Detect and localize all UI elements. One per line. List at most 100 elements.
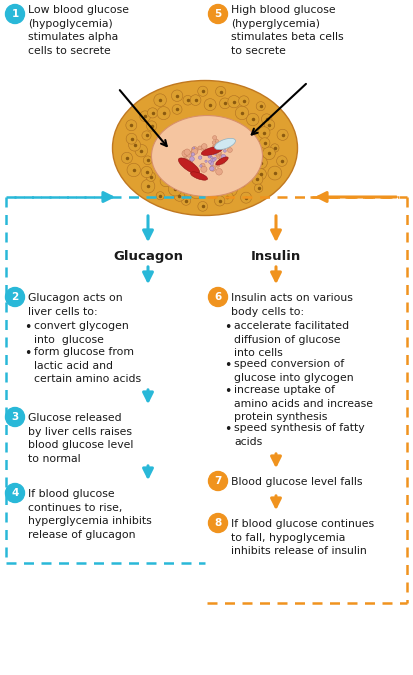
Ellipse shape — [183, 157, 188, 162]
Ellipse shape — [126, 119, 137, 131]
Ellipse shape — [216, 169, 222, 175]
Ellipse shape — [182, 159, 188, 165]
Ellipse shape — [268, 166, 282, 180]
Ellipse shape — [157, 107, 170, 119]
Ellipse shape — [235, 106, 249, 119]
Ellipse shape — [225, 184, 237, 196]
Ellipse shape — [184, 149, 190, 155]
Ellipse shape — [200, 146, 204, 150]
Ellipse shape — [212, 145, 218, 151]
Ellipse shape — [198, 201, 208, 211]
Ellipse shape — [255, 157, 267, 169]
Ellipse shape — [277, 129, 288, 140]
Ellipse shape — [200, 163, 205, 168]
Ellipse shape — [263, 147, 275, 160]
Ellipse shape — [198, 156, 202, 159]
Text: increase uptake of
amino acids and increase
protein synthesis: increase uptake of amino acids and incre… — [234, 385, 373, 422]
Ellipse shape — [193, 147, 195, 149]
Ellipse shape — [259, 138, 270, 148]
Ellipse shape — [190, 185, 203, 198]
Text: 3: 3 — [12, 412, 19, 422]
Ellipse shape — [146, 172, 156, 182]
Ellipse shape — [181, 196, 191, 205]
Ellipse shape — [174, 190, 185, 201]
Ellipse shape — [206, 188, 214, 197]
Ellipse shape — [256, 102, 265, 111]
Text: Glucagon acts on
liver cells to:: Glucagon acts on liver cells to: — [28, 293, 123, 317]
Ellipse shape — [258, 127, 270, 138]
Ellipse shape — [160, 175, 172, 187]
Ellipse shape — [128, 139, 140, 151]
Text: Insulin: Insulin — [251, 250, 301, 263]
Ellipse shape — [212, 146, 217, 152]
Ellipse shape — [189, 161, 192, 164]
Ellipse shape — [210, 165, 216, 171]
Ellipse shape — [255, 169, 266, 180]
Circle shape — [209, 288, 228, 306]
Ellipse shape — [126, 134, 137, 144]
Ellipse shape — [277, 156, 287, 166]
Ellipse shape — [140, 111, 151, 122]
Ellipse shape — [228, 148, 232, 153]
Ellipse shape — [223, 150, 226, 153]
Ellipse shape — [252, 173, 263, 185]
Text: convert glycogen
into  glucose: convert glycogen into glucose — [34, 321, 129, 345]
Ellipse shape — [143, 156, 152, 165]
Ellipse shape — [240, 192, 252, 203]
Ellipse shape — [216, 153, 223, 159]
Ellipse shape — [192, 148, 198, 155]
Ellipse shape — [214, 196, 225, 206]
Ellipse shape — [210, 166, 214, 171]
Ellipse shape — [205, 160, 207, 163]
Ellipse shape — [214, 138, 235, 150]
Circle shape — [5, 288, 24, 306]
Text: speed synthesis of fatty
acids: speed synthesis of fatty acids — [234, 423, 365, 447]
Ellipse shape — [217, 151, 221, 155]
Ellipse shape — [156, 192, 164, 200]
Ellipse shape — [190, 172, 207, 180]
Text: •: • — [24, 321, 31, 334]
Ellipse shape — [172, 105, 182, 114]
Text: Glucagon: Glucagon — [113, 250, 183, 263]
Ellipse shape — [239, 96, 249, 106]
Circle shape — [5, 483, 24, 502]
Circle shape — [209, 5, 228, 24]
Ellipse shape — [191, 153, 195, 156]
Text: •: • — [224, 423, 231, 436]
Text: High blood glucose
(hyperglycemia)
stimulates beta cells
to secrete: High blood glucose (hyperglycemia) stimu… — [231, 5, 344, 56]
Ellipse shape — [190, 95, 201, 105]
Ellipse shape — [201, 146, 223, 155]
Ellipse shape — [190, 157, 195, 161]
Ellipse shape — [201, 166, 207, 172]
Ellipse shape — [169, 182, 182, 196]
Ellipse shape — [211, 157, 213, 159]
Text: 6: 6 — [214, 292, 222, 302]
Ellipse shape — [186, 159, 192, 165]
Ellipse shape — [191, 146, 198, 153]
Ellipse shape — [237, 178, 247, 188]
Text: 5: 5 — [214, 9, 222, 19]
Ellipse shape — [141, 180, 155, 193]
Text: •: • — [224, 359, 231, 372]
Text: •: • — [224, 321, 231, 334]
Text: accelerate facilitated
diffusion of glucose
into cells: accelerate facilitated diffusion of gluc… — [234, 321, 349, 358]
Ellipse shape — [219, 155, 225, 161]
Ellipse shape — [213, 151, 217, 155]
Ellipse shape — [216, 86, 226, 97]
Ellipse shape — [152, 115, 263, 196]
Ellipse shape — [198, 146, 202, 150]
Ellipse shape — [271, 144, 279, 153]
Text: Low blood glucose
(hypoglycemia)
stimulates alpha
cells to secrete: Low blood glucose (hypoglycemia) stimula… — [28, 5, 129, 56]
Text: Insulin acts on various
body cells to:: Insulin acts on various body cells to: — [231, 293, 353, 317]
Ellipse shape — [211, 159, 214, 162]
Ellipse shape — [216, 140, 218, 142]
Text: form glucose from
lactic acid and
certain amino acids: form glucose from lactic acid and certai… — [34, 347, 141, 384]
Ellipse shape — [216, 157, 228, 165]
Ellipse shape — [213, 159, 215, 161]
Text: 4: 4 — [11, 488, 19, 498]
Ellipse shape — [183, 95, 192, 105]
Ellipse shape — [247, 113, 259, 126]
Ellipse shape — [112, 80, 297, 215]
Ellipse shape — [216, 163, 220, 167]
Ellipse shape — [141, 167, 152, 178]
